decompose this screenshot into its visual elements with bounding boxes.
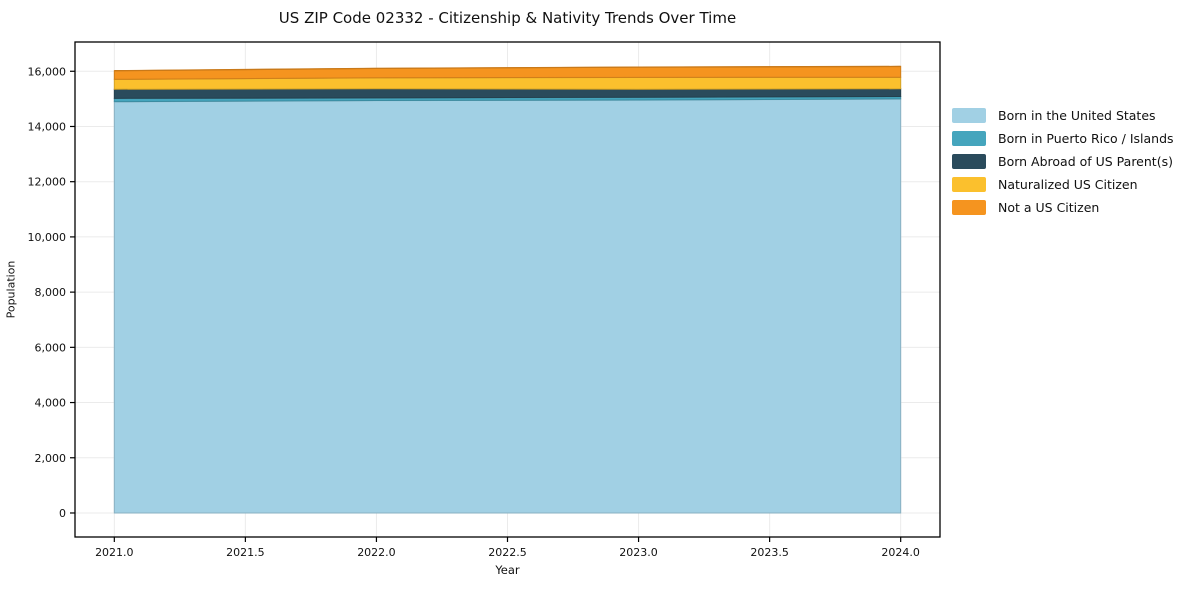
y-tick-label: 16,000 — [28, 65, 67, 78]
y-tick-label: 12,000 — [28, 176, 67, 189]
legend-swatch-born-abroad — [952, 154, 986, 169]
x-tick-label: 2024.0 — [881, 546, 920, 559]
legend-item-born-us: Born in the United States — [952, 104, 1174, 127]
legend-swatch-born-us — [952, 108, 986, 123]
area-born-in-the-united-states — [113, 98, 902, 514]
y-tick-label: 6,000 — [35, 341, 67, 354]
legend-item-puerto-rico: Born in Puerto Rico / Islands — [952, 127, 1174, 150]
legend: Born in the United States Born in Puerto… — [952, 104, 1174, 219]
area-top-edge-not-a-us-citizen — [114, 65, 901, 72]
y-tick-label: 14,000 — [28, 120, 67, 133]
y-tick-label: 10,000 — [28, 231, 67, 244]
legend-label-born-abroad: Born Abroad of US Parent(s) — [998, 154, 1173, 169]
y-tick-label: 8,000 — [35, 286, 67, 299]
legend-label-puerto-rico: Born in Puerto Rico / Islands — [998, 131, 1174, 146]
axis-ticks — [70, 70, 902, 542]
x-tick-label: 2023.5 — [750, 546, 789, 559]
legend-swatch-naturalized — [952, 177, 986, 192]
area-born-abroad-of-us-parent-s — [113, 88, 902, 99]
legend-label-naturalized: Naturalized US Citizen — [998, 177, 1138, 192]
x-tick-label: 2021.5 — [226, 546, 265, 559]
legend-label-born-us: Born in the United States — [998, 108, 1156, 123]
y-axis-label: Population — [4, 260, 18, 319]
stacked-areas — [113, 65, 902, 514]
legend-swatch-puerto-rico — [952, 131, 986, 146]
chart-title: US ZIP Code 02332 - Citizenship & Nativi… — [278, 9, 737, 27]
legend-item-not-citizen: Not a US Citizen — [952, 196, 1174, 219]
y-tick-label: 4,000 — [35, 397, 67, 410]
x-tick-label: 2022.0 — [357, 546, 396, 559]
x-tick-labels: 2021.0 2021.5 2022.0 2022.5 2023.0 2023.5 2024… — [95, 546, 920, 559]
x-tick-label: 2022.5 — [488, 546, 527, 559]
legend-item-naturalized: Naturalized US Citizen — [952, 173, 1174, 196]
x-tick-label: 2021.0 — [95, 546, 134, 559]
legend-swatch-not-citizen — [952, 200, 986, 215]
legend-label-not-citizen: Not a US Citizen — [998, 200, 1100, 215]
y-tick-labels: 0 2,000 4,000 6,000 8,000 10,000 12,000 14,000 1… — [28, 65, 67, 520]
x-tick-label: 2023.0 — [619, 546, 658, 559]
y-tick-label: 2,000 — [35, 452, 67, 465]
x-axis-label: Year — [495, 563, 520, 577]
legend-item-born-abroad: Born Abroad of US Parent(s) — [952, 150, 1174, 173]
y-tick-label: 0 — [59, 507, 66, 520]
